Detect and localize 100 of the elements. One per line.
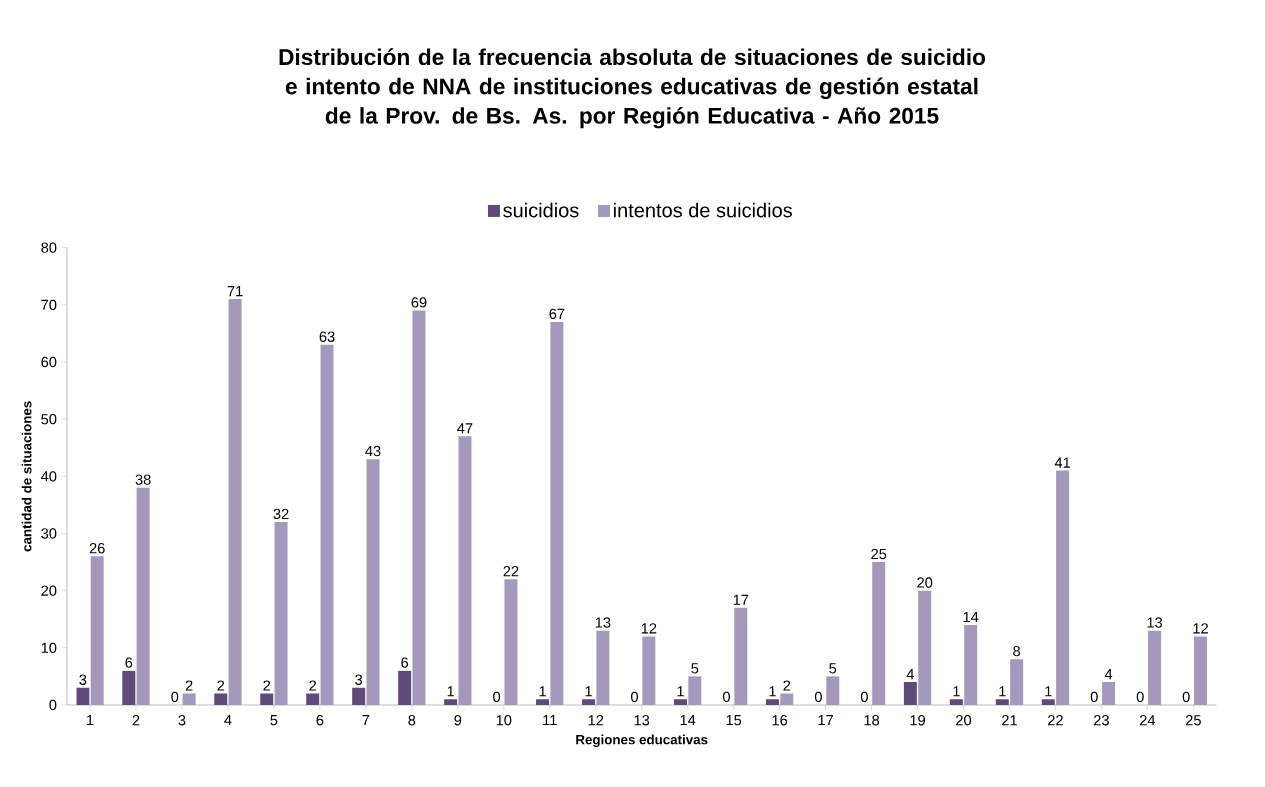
x-tick-label: 15 <box>726 715 742 726</box>
x-tick-label: 12 <box>588 715 604 726</box>
x-tick-label: 16 <box>772 715 788 726</box>
data-label: 4 <box>1104 669 1113 680</box>
data-label: 26 <box>89 543 105 554</box>
data-label: 3 <box>79 674 87 685</box>
bar <box>995 699 1009 705</box>
data-label: 12 <box>641 623 657 634</box>
y-tick-label: 70 <box>41 299 57 311</box>
data-label: 0 <box>1182 691 1190 703</box>
bar <box>76 687 90 705</box>
bar <box>765 699 779 705</box>
data-label: 17 <box>733 594 749 605</box>
bar <box>260 693 274 705</box>
bar <box>274 522 288 705</box>
data-label: 14 <box>963 611 979 623</box>
bar <box>306 693 320 705</box>
y-tick-label: 10 <box>41 642 57 654</box>
x-tick-label: 4 <box>224 715 232 726</box>
data-label: 25 <box>871 548 887 560</box>
bar <box>122 670 136 705</box>
bar <box>826 676 840 705</box>
x-tick-label: 11 <box>543 715 557 726</box>
x-tick-label: 10 <box>496 715 512 726</box>
x-tick-label: 3 <box>178 715 186 726</box>
data-label: 32 <box>273 508 289 520</box>
x-tick-label: 9 <box>454 715 462 726</box>
y-tick-label: 30 <box>41 528 57 539</box>
data-label: 0 <box>1090 691 1098 703</box>
bar <box>504 579 518 705</box>
data-label: 6 <box>125 657 133 668</box>
x-tick-label: 17 <box>818 715 833 726</box>
bar <box>1041 699 1055 705</box>
data-label: 2 <box>263 680 271 691</box>
bar <box>182 693 196 705</box>
y-tick-label: 60 <box>41 356 57 368</box>
y-tick-label: 40 <box>40 471 57 482</box>
x-tick-label: 2 <box>132 715 140 726</box>
x-tick-label: 7 <box>362 715 370 726</box>
x-tick-label: 6 <box>316 715 324 726</box>
data-label: 12 <box>1193 623 1208 634</box>
x-tick-label: 25 <box>1185 715 1201 726</box>
bar <box>780 693 794 705</box>
data-label: 1 <box>677 686 684 697</box>
bar <box>1010 659 1024 705</box>
x-tick-label: 20 <box>956 715 972 726</box>
data-label: 8 <box>1013 645 1021 657</box>
data-label: 13 <box>595 617 611 628</box>
x-tick-label: 13 <box>634 715 650 726</box>
data-label: 0 <box>722 691 730 703</box>
bar <box>596 630 610 705</box>
data-label: 2 <box>783 680 791 691</box>
data-label: 71 <box>227 286 243 297</box>
x-tick-label: 8 <box>408 715 416 726</box>
data-label: 1 <box>953 686 960 697</box>
bar <box>1056 470 1070 705</box>
data-label: 5 <box>829 663 837 674</box>
bar <box>444 699 458 705</box>
x-tick-label: 14 <box>680 715 696 726</box>
bar <box>458 436 472 705</box>
data-label: 4 <box>906 669 914 680</box>
data-label: 22 <box>503 566 519 577</box>
data-label: 1 <box>1045 686 1052 697</box>
data-label: 6 <box>401 657 409 668</box>
bar <box>536 699 550 705</box>
bar <box>918 590 932 705</box>
x-axis-title: Regiones educativas <box>576 734 708 748</box>
bar <box>214 693 228 705</box>
bar <box>688 676 702 705</box>
data-label: 38 <box>135 474 151 485</box>
bar <box>872 562 886 705</box>
data-label: 20 <box>917 577 933 588</box>
bar <box>352 687 366 705</box>
x-tick-label: 18 <box>864 715 880 726</box>
chart-title: Distribución de la frecuencia absoluta de situaciones de suicidio e intento de NNA de instituciones educativas de gestión estatal de la Prov. de Bs. As. por Región Educativa - Año 2015 <box>279 48 986 129</box>
bar <box>1148 630 1162 705</box>
y-tick-label: 80 <box>41 242 57 253</box>
data-label: 0 <box>860 691 868 703</box>
x-tick-label: 24 <box>1139 715 1156 726</box>
bar <box>949 699 963 705</box>
bar <box>582 699 596 705</box>
data-label: 5 <box>691 663 699 674</box>
data-label: 1 <box>999 686 1006 697</box>
data-label: 1 <box>539 686 546 697</box>
y-tick-label: 50 <box>41 413 57 425</box>
bar <box>398 670 412 705</box>
data-label: 0 <box>814 691 822 703</box>
bar <box>1194 636 1208 705</box>
x-tick-label: 22 <box>1048 715 1063 726</box>
legend-label: suicidios <box>503 202 579 218</box>
data-label: 1 <box>447 686 454 697</box>
data-label: 0 <box>1136 691 1144 703</box>
y-tick-label: 20 <box>41 585 57 596</box>
y-tick-label: 0 <box>49 699 57 711</box>
x-tick-label: 21 <box>1002 715 1017 726</box>
bar <box>412 310 426 705</box>
data-label: 13 <box>1147 617 1163 628</box>
data-label: 0 <box>493 691 501 703</box>
data-label: 2 <box>309 680 317 691</box>
x-tick-label: 23 <box>1093 715 1109 726</box>
